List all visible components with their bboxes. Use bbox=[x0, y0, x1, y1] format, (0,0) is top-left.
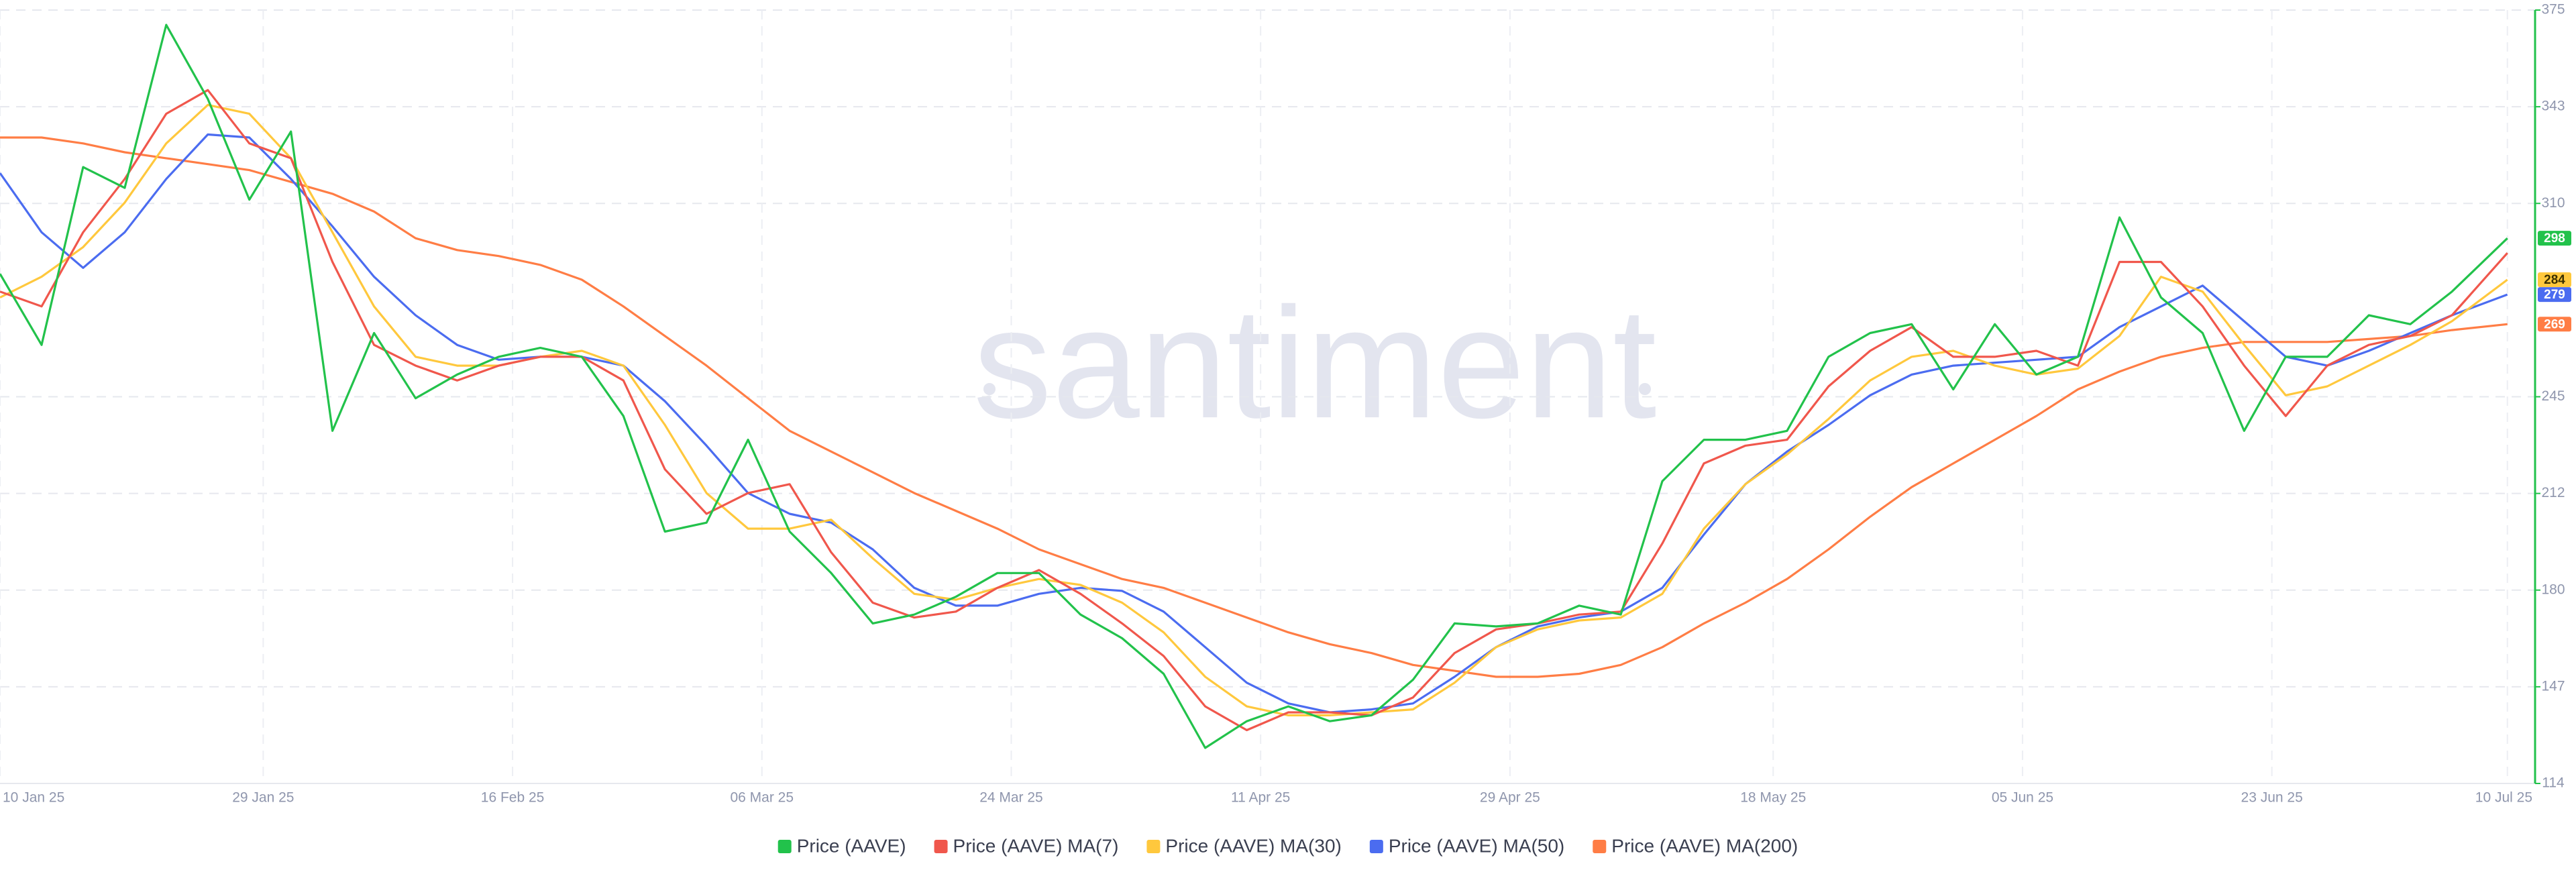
legend-item: Price (AAVE) bbox=[777, 835, 906, 856]
series-line bbox=[0, 23, 2508, 749]
end-tag bbox=[2538, 317, 2571, 332]
legend: Price (AAVE) Price (AAVE) MA(7) Price (AAV… bbox=[777, 835, 1798, 856]
legend-swatch bbox=[934, 840, 948, 853]
y-tick-label: 310 bbox=[2541, 195, 2565, 211]
end-tag bbox=[2538, 231, 2571, 246]
x-tick-label: 05 Jun 25 bbox=[1992, 790, 2053, 806]
x-tick-label: 16 Feb 25 bbox=[481, 790, 545, 806]
axis: 114 147 180 212 245 310 343 375 10 Jan 25 29 Jan … bbox=[0, 2, 2571, 806]
legend-label: Price (AAVE) MA(30) bbox=[1165, 835, 1341, 856]
y-tick-label: 375 bbox=[2541, 2, 2565, 17]
y-tick-label: 212 bbox=[2541, 485, 2565, 500]
series-line bbox=[0, 136, 2508, 678]
end-tag-label: 279 bbox=[2544, 288, 2565, 302]
y-tick-label: 147 bbox=[2541, 678, 2565, 694]
legend-item: Price (AAVE) MA(30) bbox=[1146, 835, 1342, 856]
legend-label: Price (AAVE) bbox=[797, 835, 906, 856]
series-line bbox=[0, 89, 2508, 732]
legend-item: Price (AAVE) MA(7) bbox=[934, 835, 1119, 856]
legend-label: Price (AAVE) MA(200) bbox=[1611, 835, 1798, 856]
legend-label: Price (AAVE) MA(7) bbox=[953, 835, 1119, 856]
legend-item: Price (AAVE) MA(50) bbox=[1369, 835, 1564, 856]
x-tick-label: 29 Jan 25 bbox=[232, 790, 294, 806]
legend-item: Price (AAVE) MA(200) bbox=[1593, 835, 1798, 856]
x-tick-label: 10 Jul 25 bbox=[2475, 790, 2532, 806]
x-tick-label: 24 Mar 25 bbox=[979, 790, 1043, 806]
y-tick-label: 114 bbox=[2542, 775, 2565, 791]
legend-label: Price (AAVE) MA(50) bbox=[1389, 835, 1564, 856]
legend-swatch bbox=[1146, 840, 1161, 853]
x-tick-label: 29 Apr 25 bbox=[1480, 790, 1540, 806]
legend-swatch bbox=[777, 840, 792, 853]
y-tick-label: 343 bbox=[2541, 99, 2565, 114]
y-tick-label: 245 bbox=[2541, 388, 2565, 404]
end-tag-label: 269 bbox=[2544, 317, 2565, 331]
y-tick-label: 180 bbox=[2541, 582, 2565, 597]
legend-swatch bbox=[1369, 840, 1383, 853]
watermark: santiment bbox=[973, 274, 1657, 451]
watermark-text: santiment bbox=[973, 274, 1657, 451]
end-tag-label: 298 bbox=[2544, 231, 2565, 246]
end-tag bbox=[2538, 287, 2571, 303]
legend-swatch bbox=[1593, 840, 1607, 853]
end-tag-label: 284 bbox=[2544, 273, 2565, 287]
series-line bbox=[0, 103, 2508, 716]
watermark-dot bbox=[983, 383, 996, 395]
x-tick-label: 11 Apr 25 bbox=[1231, 790, 1290, 806]
plot-lines bbox=[0, 23, 2508, 749]
x-tick-label: 23 Jun 25 bbox=[2241, 790, 2303, 806]
x-tick-label: 10 Jan 25 bbox=[3, 790, 64, 806]
watermark-dot bbox=[1639, 383, 1651, 395]
x-tick-label: 06 Mar 25 bbox=[730, 790, 794, 806]
x-tick-label: 18 May 25 bbox=[1740, 790, 1806, 806]
end-tag bbox=[2538, 272, 2571, 288]
